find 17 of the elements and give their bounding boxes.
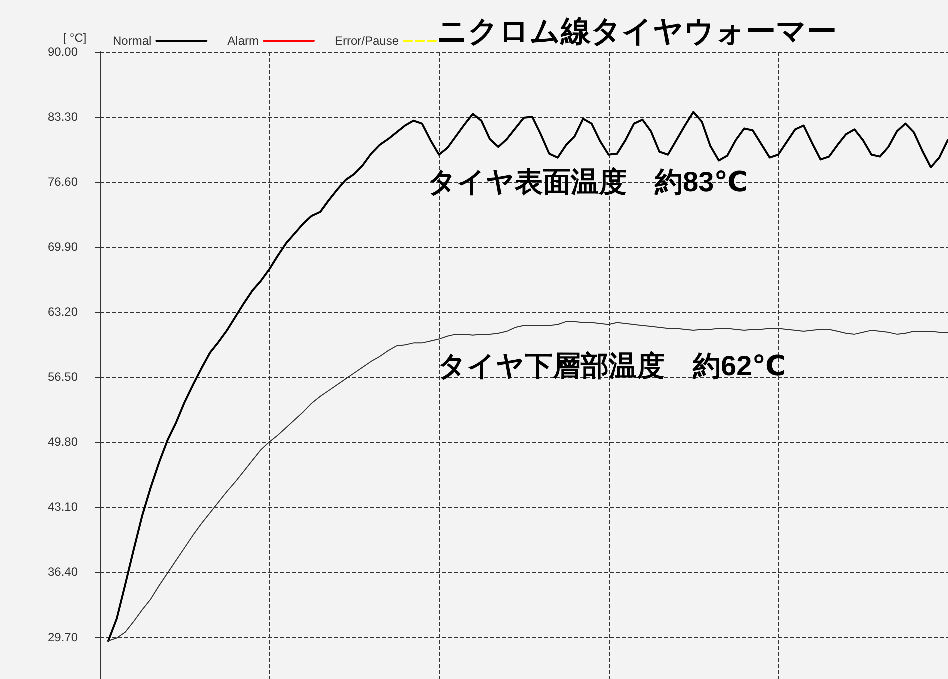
y-tick-label: 43.10 bbox=[48, 500, 78, 514]
legend-label: Error/Pause bbox=[335, 34, 400, 48]
line-series bbox=[107, 111, 948, 642]
y-tick-label: 69.90 bbox=[48, 240, 78, 254]
y-tick-label: 90.00 bbox=[48, 45, 78, 59]
chart-title: ニクロム線タイヤウォーマー bbox=[437, 16, 837, 48]
legend-label: Normal bbox=[113, 34, 152, 48]
y-tick-label: 76.60 bbox=[48, 175, 78, 190]
y-tick-label: 63.20 bbox=[48, 305, 78, 320]
legend-label: Alarm bbox=[228, 34, 260, 48]
y-tick-label: 83.30 bbox=[48, 110, 78, 124]
y-tick-label: 49.80 bbox=[48, 435, 78, 450]
y-tick-label: 36.40 bbox=[48, 565, 78, 580]
y-axis-title: [ °C] bbox=[63, 31, 87, 45]
y-tick-label: 29.70 bbox=[48, 630, 78, 644]
y-tick-label: 56.50 bbox=[48, 370, 78, 384]
annotation: タイヤ下層部温度 約62℃ bbox=[438, 350, 786, 382]
